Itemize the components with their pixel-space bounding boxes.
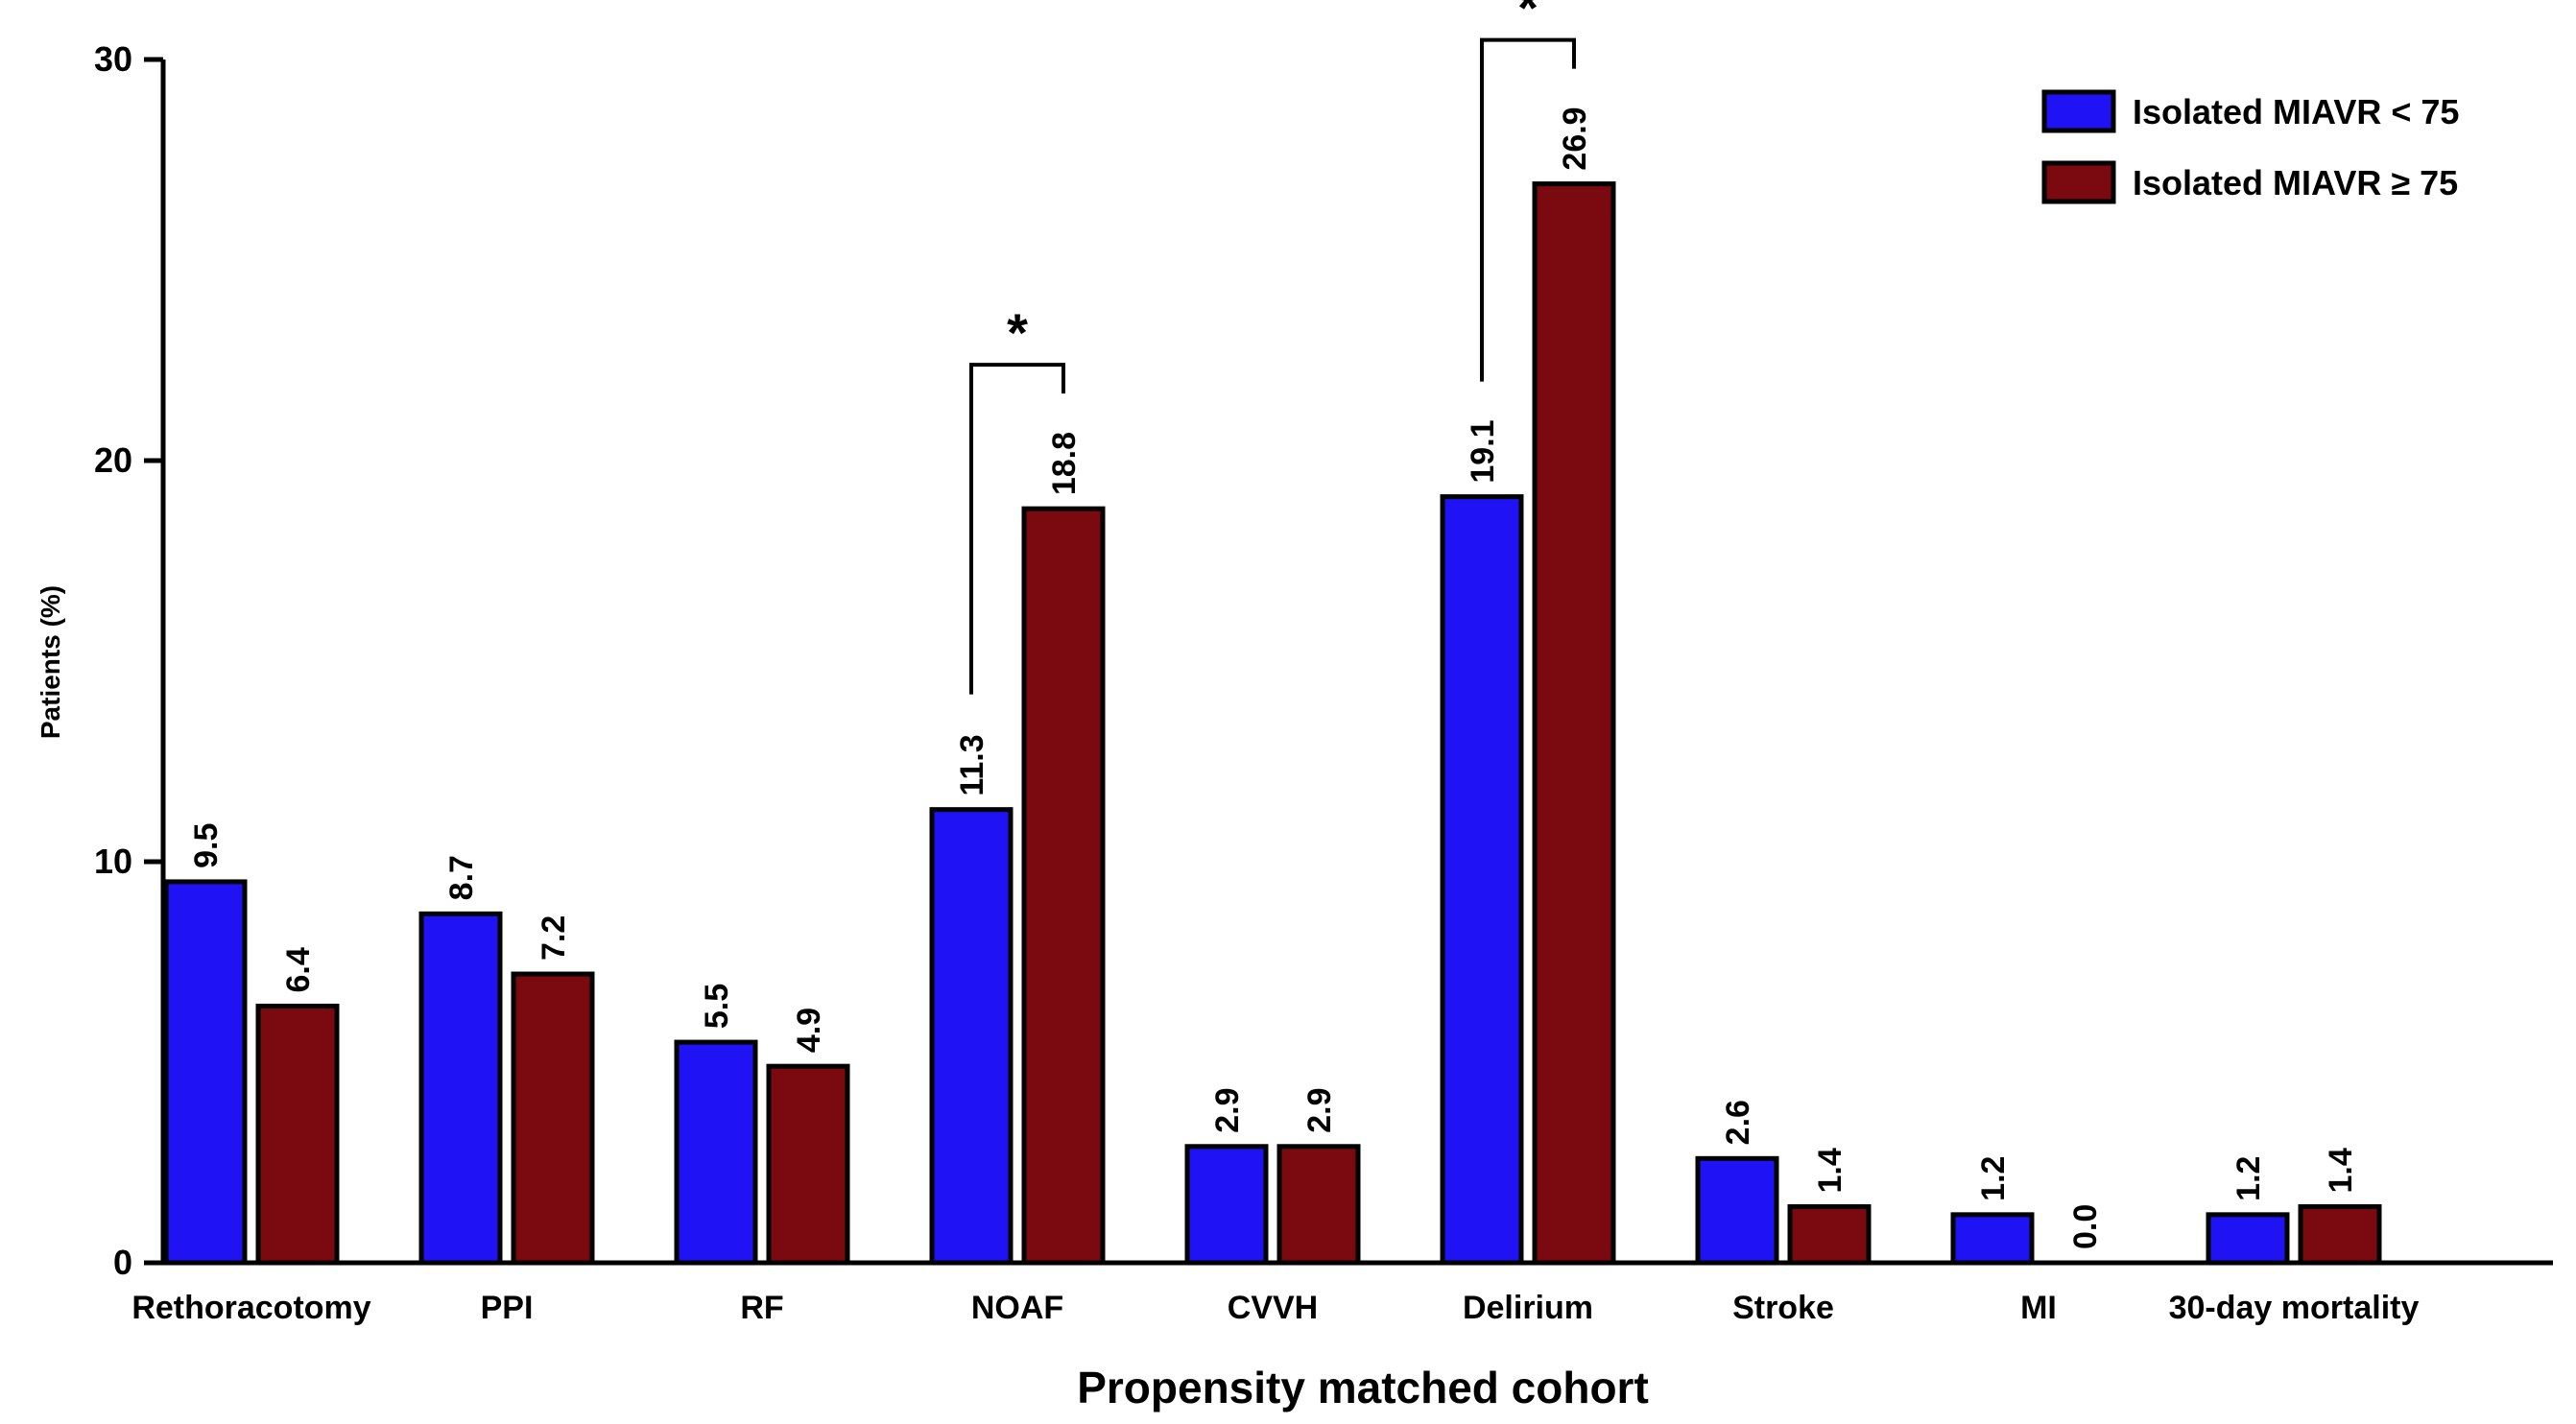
data-label: 2.9	[1209, 1088, 1246, 1133]
data-labels-layer: 9.5 6.4 8.7 7.2 5.5 4.9 11.3 18.8 2.9 2.9 19.1 26.9…	[188, 107, 2359, 1249]
bar-mi-series-1	[1950, 1212, 2035, 1266]
bar-ppi-series-1	[418, 911, 503, 1266]
significance-bracket	[969, 363, 1065, 695]
legend-label-series-2: Isolated MIAVR ≥ 75	[2133, 163, 2458, 202]
x-category-label: 30-day mortality	[2169, 1290, 2420, 1326]
y-tick-label: 20	[94, 440, 132, 480]
legend: Isolated MIAVR < 75 Isolated MIAVR ≥ 75	[2041, 89, 2459, 204]
x-category-label: CVVH	[1228, 1290, 1318, 1326]
bar-delirium-series-2	[1532, 181, 1616, 1266]
y-tick-label: 10	[94, 842, 132, 881]
bars-layer	[163, 181, 2382, 1266]
significance-layer: **	[969, 0, 1576, 695]
x-category-label: PPI	[481, 1290, 534, 1326]
y-tick-label: 30	[94, 39, 132, 79]
x-category-label: MI	[2020, 1290, 2057, 1326]
significance-marker: *	[1517, 0, 1538, 38]
bar-rf-series-2	[766, 1063, 850, 1266]
bar-rethoracotomy-series-1	[163, 879, 248, 1266]
data-label: 1.2	[2230, 1156, 2267, 1201]
data-label: 2.9	[1301, 1088, 1338, 1133]
legend-label-series-1: Isolated MIAVR < 75	[2133, 92, 2459, 131]
data-label: 7.2	[536, 915, 572, 961]
y-tick-label: 0	[113, 1243, 132, 1282]
x-category-label: Delirium	[1463, 1290, 1593, 1326]
bar-delirium-series-1	[1440, 494, 1524, 1266]
data-label: 6.4	[280, 947, 317, 992]
data-label: 9.5	[188, 823, 225, 868]
data-label: 0.0	[2067, 1204, 2104, 1249]
data-label: 1.4	[2323, 1148, 2359, 1193]
bar-30-day-mortality-series-1	[2206, 1212, 2290, 1266]
data-label: 26.9	[1557, 107, 1593, 170]
data-label: 5.5	[699, 984, 735, 1029]
x-category-label: RF	[740, 1290, 783, 1326]
significance-marker: *	[1007, 302, 1028, 363]
bar-cvvh-series-1	[1184, 1144, 1269, 1266]
x-category-label: Rethoracotomy	[131, 1290, 370, 1326]
data-label: 11.3	[954, 734, 990, 795]
data-label: 2.6	[1720, 1100, 1756, 1145]
bar-noaf-series-1	[929, 807, 1014, 1266]
data-label: 8.7	[443, 855, 480, 900]
data-label: 1.4	[1812, 1148, 1849, 1193]
significance-bracket	[1480, 37, 1576, 382]
axes-layer	[146, 59, 2553, 1266]
data-label: 19.1	[1465, 419, 1501, 483]
bar-noaf-series-2	[1021, 506, 1106, 1266]
x-axis-title: Propensity matched cohort	[1077, 1363, 1649, 1412]
data-label: 4.9	[791, 1008, 827, 1053]
bar-stroke-series-2	[1787, 1203, 1872, 1266]
bar-stroke-series-1	[1695, 1155, 1779, 1266]
legend-swatch-series-1	[2041, 89, 2116, 133]
bar-ppi-series-2	[511, 971, 595, 1266]
x-category-label: Stroke	[1732, 1290, 1834, 1326]
y-ticks-layer: 0 10 20 30	[94, 39, 163, 1282]
bar-rethoracotomy-series-2	[255, 1003, 340, 1266]
legend-swatch-series-2	[2041, 160, 2116, 204]
bar-cvvh-series-2	[1276, 1144, 1361, 1266]
data-label: 18.8	[1046, 432, 1083, 495]
bar-rf-series-1	[674, 1039, 758, 1266]
category-labels-layer: Rethoracotomy PPI RF NOAF CVVH Delirium Stroke…	[131, 1290, 2419, 1326]
y-axis-title: Patients (%)	[36, 585, 65, 739]
data-label: 1.2	[1975, 1156, 2012, 1201]
bar-30-day-mortality-series-2	[2298, 1203, 2382, 1266]
x-category-label: NOAF	[971, 1290, 1063, 1326]
